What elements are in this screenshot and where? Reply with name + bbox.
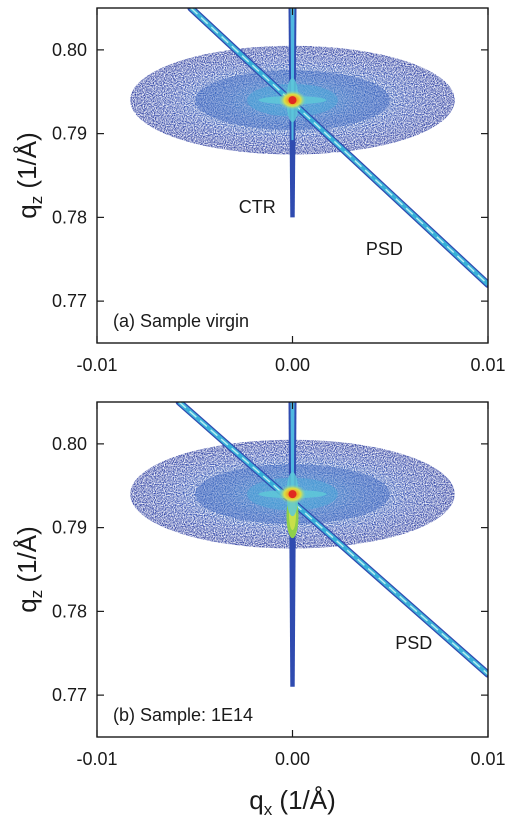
y-axis-label-unit: (1/Å) bbox=[12, 526, 42, 590]
x-axis-label-unit: (1/Å) bbox=[272, 785, 336, 815]
annotation-psd: PSD bbox=[366, 239, 403, 259]
ctr-rod-outer bbox=[288, 402, 297, 687]
x-tick-label: 0.01 bbox=[470, 355, 505, 375]
panel-label: (a) Sample virgin bbox=[113, 311, 249, 331]
x-tick-label: -0.01 bbox=[76, 355, 117, 375]
y-axis-label-sub: z bbox=[27, 196, 46, 205]
x-axis-label-sub: x bbox=[264, 800, 273, 819]
panel-label: (b) Sample: 1E14 bbox=[113, 705, 253, 725]
x-axis-label: qx (1/Å) bbox=[249, 785, 336, 819]
y-tick-label: 0.78 bbox=[52, 207, 87, 227]
plot-area bbox=[130, 8, 488, 288]
x-tick-label: -0.01 bbox=[76, 749, 117, 769]
y-tick-label: 0.77 bbox=[52, 685, 87, 705]
y-tick-label: 0.80 bbox=[52, 434, 87, 454]
y-tick-label: 0.80 bbox=[52, 40, 87, 60]
y-axis-label-main: q bbox=[12, 598, 42, 612]
bragg-peak bbox=[288, 96, 297, 105]
x-axis-label-main: q bbox=[249, 785, 263, 815]
annotation-ctr: CTR bbox=[239, 197, 276, 217]
x-tick-label: 0.00 bbox=[275, 749, 310, 769]
y-axis-label-sub: z bbox=[27, 590, 46, 599]
y-axis-label-unit: (1/Å) bbox=[12, 132, 42, 196]
annotation-psd: PSD bbox=[395, 633, 432, 653]
y-tick-label: 0.79 bbox=[52, 518, 87, 538]
y-axis-label: qz (1/Å) bbox=[12, 526, 46, 613]
bragg-peak bbox=[288, 490, 297, 499]
y-tick-label: 0.78 bbox=[52, 601, 87, 621]
panel-a: -0.01 0.00 0.01 0.77 0.78 0.79 0.80 qz (1/Å) (a)… bbox=[12, 7, 506, 375]
plot-area bbox=[130, 402, 488, 687]
psd-streak-core bbox=[178, 402, 488, 675]
y-axis-label: qz (1/Å) bbox=[12, 132, 46, 219]
x-tick-label: 0.00 bbox=[275, 355, 310, 375]
y-tick-label: 0.79 bbox=[52, 124, 87, 144]
y-tick-label: 0.77 bbox=[52, 291, 87, 311]
psd-streak-core bbox=[190, 8, 488, 285]
y-axis-label-main: q bbox=[12, 204, 42, 218]
x-tick-label: 0.01 bbox=[470, 749, 505, 769]
